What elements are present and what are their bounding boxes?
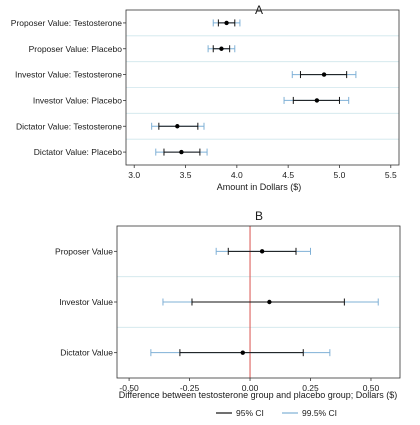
panel-b-marks — [150, 247, 379, 357]
category-label: Proposer Value — [55, 246, 113, 256]
category-label: Investor Value: Testosterone — [15, 70, 122, 80]
point-estimate — [321, 72, 327, 77]
ci-row — [162, 298, 379, 306]
legend-label: 95% CI — [236, 408, 264, 418]
x-tick-label: 0.00 — [242, 383, 259, 393]
ci-row — [212, 19, 241, 27]
x-tick-label: 5.0 — [334, 170, 346, 180]
panel-a-x-axis-title: Amount in Dollars ($) — [217, 182, 302, 192]
point-estimate — [240, 350, 245, 355]
ci-row — [151, 122, 205, 130]
x-tick-label: -0.50 — [119, 383, 139, 393]
x-tick-label: 4.0 — [231, 170, 243, 180]
point-estimate — [179, 149, 184, 155]
panel-b-label: B — [255, 209, 263, 223]
x-tick-label: -0.25 — [180, 383, 200, 393]
panel-b-x-axis-title: Difference between testosterone group an… — [119, 390, 398, 400]
x-tick-label: 0.50 — [363, 383, 380, 393]
point-estimate — [314, 98, 320, 103]
ci-row — [291, 71, 357, 79]
point-estimate — [267, 299, 272, 305]
panel-b-x-ticks: -0.50 -0.25 0.00 0.25 0.50 — [119, 378, 380, 393]
ci-row — [215, 247, 312, 255]
ci-row — [155, 148, 208, 156]
x-tick-label: 5.5 — [385, 170, 397, 180]
x-tick-label: 4.5 — [282, 170, 294, 180]
category-label: Dictator Value: Testosterone — [16, 121, 122, 131]
category-label: Proposer Value: Placebo — [29, 44, 123, 54]
panel-a-x-ticks: 3.0 3.5 4.0 4.5 5.0 5.5 — [128, 165, 397, 180]
panel-b-category-labels: Proposer Value Investor Value Dictator Val… — [55, 246, 117, 358]
x-tick-label: 0.25 — [302, 383, 319, 393]
panel-a-marks — [151, 19, 357, 156]
point-estimate — [224, 20, 229, 26]
category-label: Dictator Value — [60, 348, 113, 358]
ci-row — [207, 45, 236, 53]
legend-label: 99.5% CI — [302, 408, 337, 418]
ci-row — [283, 96, 350, 104]
category-label: Investor Value — [59, 297, 113, 307]
category-label: Dictator Value: Placebo — [34, 147, 122, 157]
point-estimate — [259, 249, 265, 254]
legend: 95% CI 99.5% CI — [216, 408, 337, 418]
point-estimate — [175, 124, 180, 129]
x-tick-label: 3.5 — [180, 170, 192, 180]
x-tick-label: 3.0 — [128, 170, 140, 180]
category-label: Proposer Value: Testosterone — [11, 18, 122, 28]
panel-a-category-labels: Proposer Value: Testosterone Proposer Val… — [11, 18, 126, 157]
ci-row — [150, 349, 331, 357]
category-label: Investor Value: Placebo — [33, 95, 122, 105]
panel-a-frame — [125, 9, 400, 166]
panel-a-grid — [126, 35, 399, 140]
point-estimate — [219, 46, 224, 51]
panel-b-grid — [117, 276, 400, 328]
